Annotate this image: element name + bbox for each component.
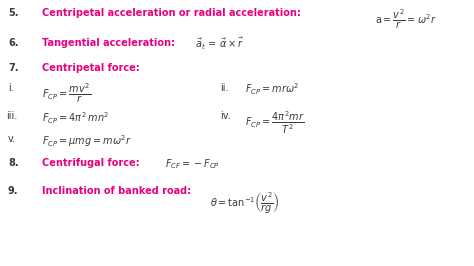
Text: $F_{CP} = \dfrac{4\pi^2 mr}{T^2}$: $F_{CP} = \dfrac{4\pi^2 mr}{T^2}$ xyxy=(245,109,305,136)
Text: 9.: 9. xyxy=(8,186,18,196)
Text: Centrifugal force:: Centrifugal force: xyxy=(42,158,140,168)
Text: $F_{CP} = mr\omega^2$: $F_{CP} = mr\omega^2$ xyxy=(245,81,300,97)
Text: v.: v. xyxy=(8,134,16,144)
Text: $\mathrm{a} = \dfrac{v^2}{r} = \omega^2 r$: $\mathrm{a} = \dfrac{v^2}{r} = \omega^2 … xyxy=(375,7,437,31)
Text: Tangential acceleration:: Tangential acceleration: xyxy=(42,38,175,48)
Text: 8.: 8. xyxy=(8,158,18,168)
Text: iii.: iii. xyxy=(6,111,17,121)
Text: 5.: 5. xyxy=(8,8,18,18)
Text: $F_{CF} = -F_{CP}$: $F_{CF} = -F_{CP}$ xyxy=(165,157,220,171)
Text: Centripetal force:: Centripetal force: xyxy=(42,63,140,73)
Text: 7.: 7. xyxy=(8,63,18,73)
Text: $F_{CP} = 4\pi^2\,mn^2$: $F_{CP} = 4\pi^2\,mn^2$ xyxy=(42,110,109,126)
Text: i.: i. xyxy=(8,83,14,93)
Text: iv.: iv. xyxy=(220,111,231,121)
Text: $F_{CP} = \mu mg = m\omega^2 r$: $F_{CP} = \mu mg = m\omega^2 r$ xyxy=(42,133,132,149)
Text: $F_{CP} = \dfrac{mv^2}{r}$: $F_{CP} = \dfrac{mv^2}{r}$ xyxy=(42,81,91,105)
Text: ii.: ii. xyxy=(220,83,228,93)
Text: Centripetal acceleration or radial acceleration:: Centripetal acceleration or radial accel… xyxy=(42,8,301,18)
Text: 6.: 6. xyxy=(8,38,18,48)
Text: $\theta = \tan^{-1}\!\left(\dfrac{v^2}{rg}\right)$: $\theta = \tan^{-1}\!\left(\dfrac{v^2}{r… xyxy=(210,190,280,216)
Text: Inclination of banked road:: Inclination of banked road: xyxy=(42,186,191,196)
Text: $\vec{a}_t\,=\,\vec{\alpha}\times\vec{r}$: $\vec{a}_t\,=\,\vec{\alpha}\times\vec{r}… xyxy=(195,36,244,52)
